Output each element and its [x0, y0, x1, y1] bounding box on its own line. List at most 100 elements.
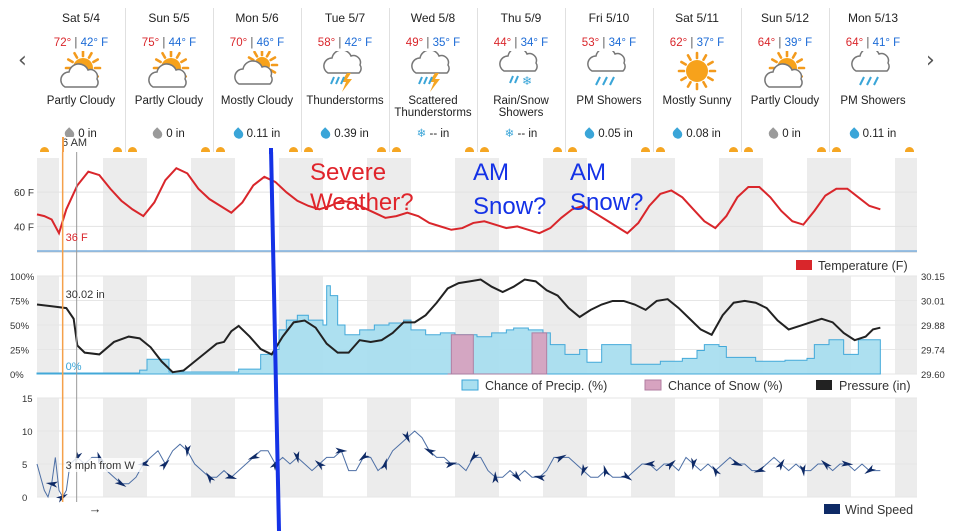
hover-time-line-top	[62, 137, 64, 152]
forecast-day-card[interactable]: Mon 5/13 64° | 41° F PM Showers 0.11 in	[829, 8, 917, 152]
night-shading	[213, 158, 235, 252]
temp-separator: |	[863, 37, 873, 49]
pressure-y-tick: 29.60	[921, 370, 945, 381]
forecast-day-card[interactable]: Sun 5/5 75° | 44° F Partly Cloudy 0 in	[125, 8, 213, 152]
night-shading	[631, 398, 653, 497]
precip-value: 0.39 in	[334, 128, 369, 140]
temp-separator: |	[599, 37, 609, 49]
wind-direction-arrow	[821, 459, 832, 471]
precip-amount: 0.05 in	[565, 127, 653, 141]
raindrop-icon	[671, 127, 685, 141]
pressure-y-tick: 29.88	[921, 321, 945, 332]
daily-forecast-strip: ‹ › Sat 5/4 72° | 42° F Partly Cloudy 0 in S…	[0, 0, 960, 152]
forecast-day-card[interactable]: Mon 5/6 70° | 46° F Mostly Cloudy 0.11 in	[213, 8, 301, 152]
night-shading	[279, 398, 301, 497]
day-divider	[565, 8, 566, 152]
temp-unit: F	[889, 37, 901, 49]
temp-unit: F	[97, 37, 109, 49]
condition-label: PM Showers	[576, 95, 642, 107]
sunrise-icon	[832, 147, 841, 152]
snowflake-icon: ❄	[504, 128, 518, 140]
temp-separator: |	[687, 37, 697, 49]
precip-value: 0.11 in	[862, 128, 897, 140]
cursor-wind-arrow: →	[89, 501, 102, 516]
temp-unit: F	[537, 37, 549, 49]
condition-label: Partly Cloudy	[750, 95, 820, 107]
sunrise-icon	[40, 147, 49, 152]
temp-separator: |	[775, 37, 785, 49]
night-shading	[389, 158, 411, 252]
mostly-cloudy-sun-icon	[234, 51, 279, 85]
prev-arrow-icon[interactable]: ‹	[18, 48, 27, 73]
night-shading	[301, 398, 323, 497]
wind-direction-arrow	[335, 447, 348, 454]
snow-legend-swatch	[644, 379, 662, 391]
sunset-icon	[113, 147, 122, 152]
forecast-day-card[interactable]: Tue 5/7 58° | 42° F Thunderstorms 0.39 in	[301, 8, 389, 152]
hi-lo-temps: 64° | 41° F	[829, 36, 917, 50]
low-temp: 42°	[80, 37, 98, 49]
wind-direction-arrow	[423, 448, 437, 457]
precip-value: -- in	[517, 128, 538, 140]
hi-lo-temps: 64° | 39° F	[741, 36, 829, 50]
temp-separator: |	[335, 37, 345, 49]
day-divider	[389, 8, 390, 152]
annotation-text: Snow?	[473, 193, 546, 220]
temp-y-tick: 40 F	[14, 222, 34, 233]
sunset-icon	[553, 147, 562, 152]
forecast-day-card[interactable]: Fri 5/10 53° | 34° F PM Showers 0.05 in	[565, 8, 653, 152]
night-shading	[741, 158, 763, 252]
wind-y-tick: 10	[22, 427, 33, 438]
sunset-icon	[729, 147, 738, 152]
raindrop-icon	[767, 127, 781, 141]
partly-cloudy-sun-icon	[60, 51, 102, 88]
forecast-day-card[interactable]: Sat 5/4 72° | 42° F Partly Cloudy 0 in	[37, 8, 125, 152]
wind-direction-arrow	[864, 464, 876, 474]
day-label: Sun 5/12	[760, 11, 810, 25]
temp-y-tick: 60 F	[14, 188, 34, 199]
wind-direction-arrow	[712, 465, 721, 478]
night-shading	[213, 398, 235, 497]
high-temp: 64°	[757, 37, 776, 49]
wind-direction-arrow	[533, 475, 546, 482]
temp-unit: F	[449, 37, 461, 49]
hi-lo-temps: 44° | 34° F	[477, 36, 565, 50]
forecast-day-card[interactable]: Thu 5/9 44° | 34° F ❄ Rain/Snow Showers ❄ --…	[477, 8, 565, 152]
condition-label: Mostly Sunny	[662, 95, 732, 107]
night-shading	[125, 158, 147, 252]
partly-cloudy-sun-icon	[148, 51, 190, 88]
sunset-icon	[201, 147, 210, 152]
precip-value: 0.05 in	[598, 128, 633, 140]
forecast-day-card[interactable]: Sun 5/12 64° | 39° F Partly Cloudy 0 in	[741, 8, 829, 152]
high-temp: 72°	[53, 37, 72, 49]
wind-direction-arrow	[603, 464, 610, 478]
hi-lo-temps: 53° | 34° F	[565, 36, 653, 50]
temp-separator: |	[423, 37, 433, 49]
forecast-day-card[interactable]: Sat 5/11 62° | 37° F Mostly Sunny 0.08 in	[653, 8, 741, 152]
wind-direction-arrow	[620, 471, 633, 481]
sunset-icon	[905, 147, 914, 152]
low-temp: 46°	[256, 37, 274, 49]
day-label: Sun 5/5	[148, 11, 190, 25]
night-shading	[103, 158, 125, 252]
night-shading	[301, 158, 323, 252]
forecast-day-card[interactable]: Wed 5/8 49° | 35° F Scattered Thunderstorm…	[389, 8, 477, 152]
wind-direction-arrow	[380, 458, 387, 471]
night-shading	[125, 398, 147, 497]
sunrise-icon	[656, 147, 665, 152]
showers-icon	[587, 51, 626, 86]
condition-label: Partly Cloudy	[46, 95, 116, 107]
condition-label: Scattered Thunderstorms	[394, 95, 472, 119]
wind-direction-arrow	[469, 450, 480, 463]
temp-separator: |	[159, 37, 169, 49]
hi-lo-temps: 62° | 37° F	[653, 36, 741, 50]
night-shading	[829, 398, 851, 497]
precip-amount: 0.11 in	[829, 127, 917, 141]
day-divider	[741, 8, 742, 152]
wind-direction-arrow	[247, 452, 261, 460]
precip-value: -- in	[429, 128, 450, 140]
next-arrow-icon[interactable]: ›	[926, 48, 935, 73]
hand-drawn-marker-top	[269, 148, 273, 154]
svg-text:❄: ❄	[522, 74, 532, 88]
wind-direction-arrow	[293, 450, 300, 464]
